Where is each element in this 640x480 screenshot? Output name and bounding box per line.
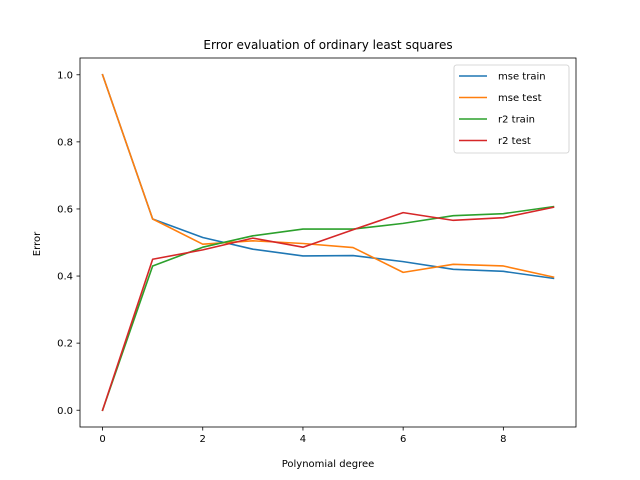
legend: mse train mse test r2 train r2 test: [453, 64, 570, 154]
legend-label-r2-test: r2 test: [498, 136, 531, 147]
x-tick-label: 0: [99, 434, 105, 445]
series-line-mse-train: [101, 73, 555, 280]
x-tick-label: 2: [200, 434, 206, 445]
y-tick-label: 0.4: [57, 272, 73, 283]
y-tick-label: 0.2: [57, 339, 73, 350]
legend-label-r2-train: r2 train: [498, 115, 535, 126]
legend-box: [453, 64, 570, 154]
x-tick-label: 4: [300, 434, 306, 445]
y-tick-label: 0.0: [57, 406, 73, 417]
series-line-r2-train: [101, 205, 555, 412]
legend-label-mse-test: mse test: [498, 93, 542, 104]
series-line-mse-test: [101, 73, 555, 279]
legend-label-mse-train: mse train: [498, 72, 546, 83]
y-tick-label: 0.8: [57, 137, 73, 148]
y-tick-label: 1.0: [57, 70, 73, 81]
x-tick-label: 6: [400, 434, 406, 445]
series-line-r2-test: [101, 206, 555, 412]
y-tick-label: 0.6: [57, 205, 73, 216]
y-axis-label: Error: [32, 231, 43, 256]
x-tick-label: 8: [500, 434, 506, 445]
plot-frame: [79, 57, 577, 428]
axes-layer: 0 2 4 6 8 0.0 0.2 0.4 0.6 0.8 1.0: [57, 57, 577, 445]
chart-title: Error evaluation of ordinary least squar…: [203, 38, 452, 52]
x-axis-label: Polynomial degree: [282, 459, 375, 470]
series-layer: [101, 73, 555, 412]
